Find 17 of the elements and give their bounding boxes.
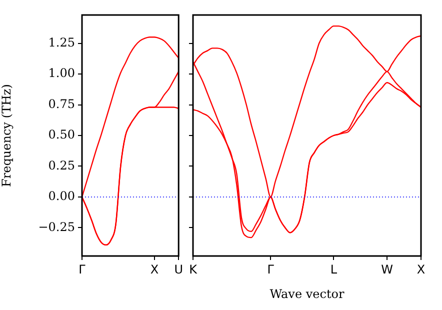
x-tick-label: Γ (267, 262, 274, 276)
y-tick-label: 0.50 (48, 128, 75, 142)
x-tick-label: K (189, 262, 198, 276)
y-axis-title: Frequency (THz) (0, 84, 14, 187)
y-tick-label: −0.25 (38, 220, 75, 234)
y-tick-label: 0.25 (48, 158, 75, 172)
x-tick-label: X (416, 262, 426, 276)
x-tick-label: W (381, 262, 394, 276)
y-tick-label: 0.75 (48, 96, 75, 111)
y-tick-label: 1.25 (48, 35, 75, 50)
x-tick-label: X (150, 262, 159, 276)
x-tick-label: L (330, 262, 338, 276)
y-tick-label: 1.00 (48, 66, 75, 80)
x-tick-label: U (174, 262, 184, 276)
x-tick-label: Γ (78, 262, 86, 276)
x-axis-title: Wave vector (270, 286, 345, 301)
y-tick-label: 0.00 (48, 189, 75, 204)
